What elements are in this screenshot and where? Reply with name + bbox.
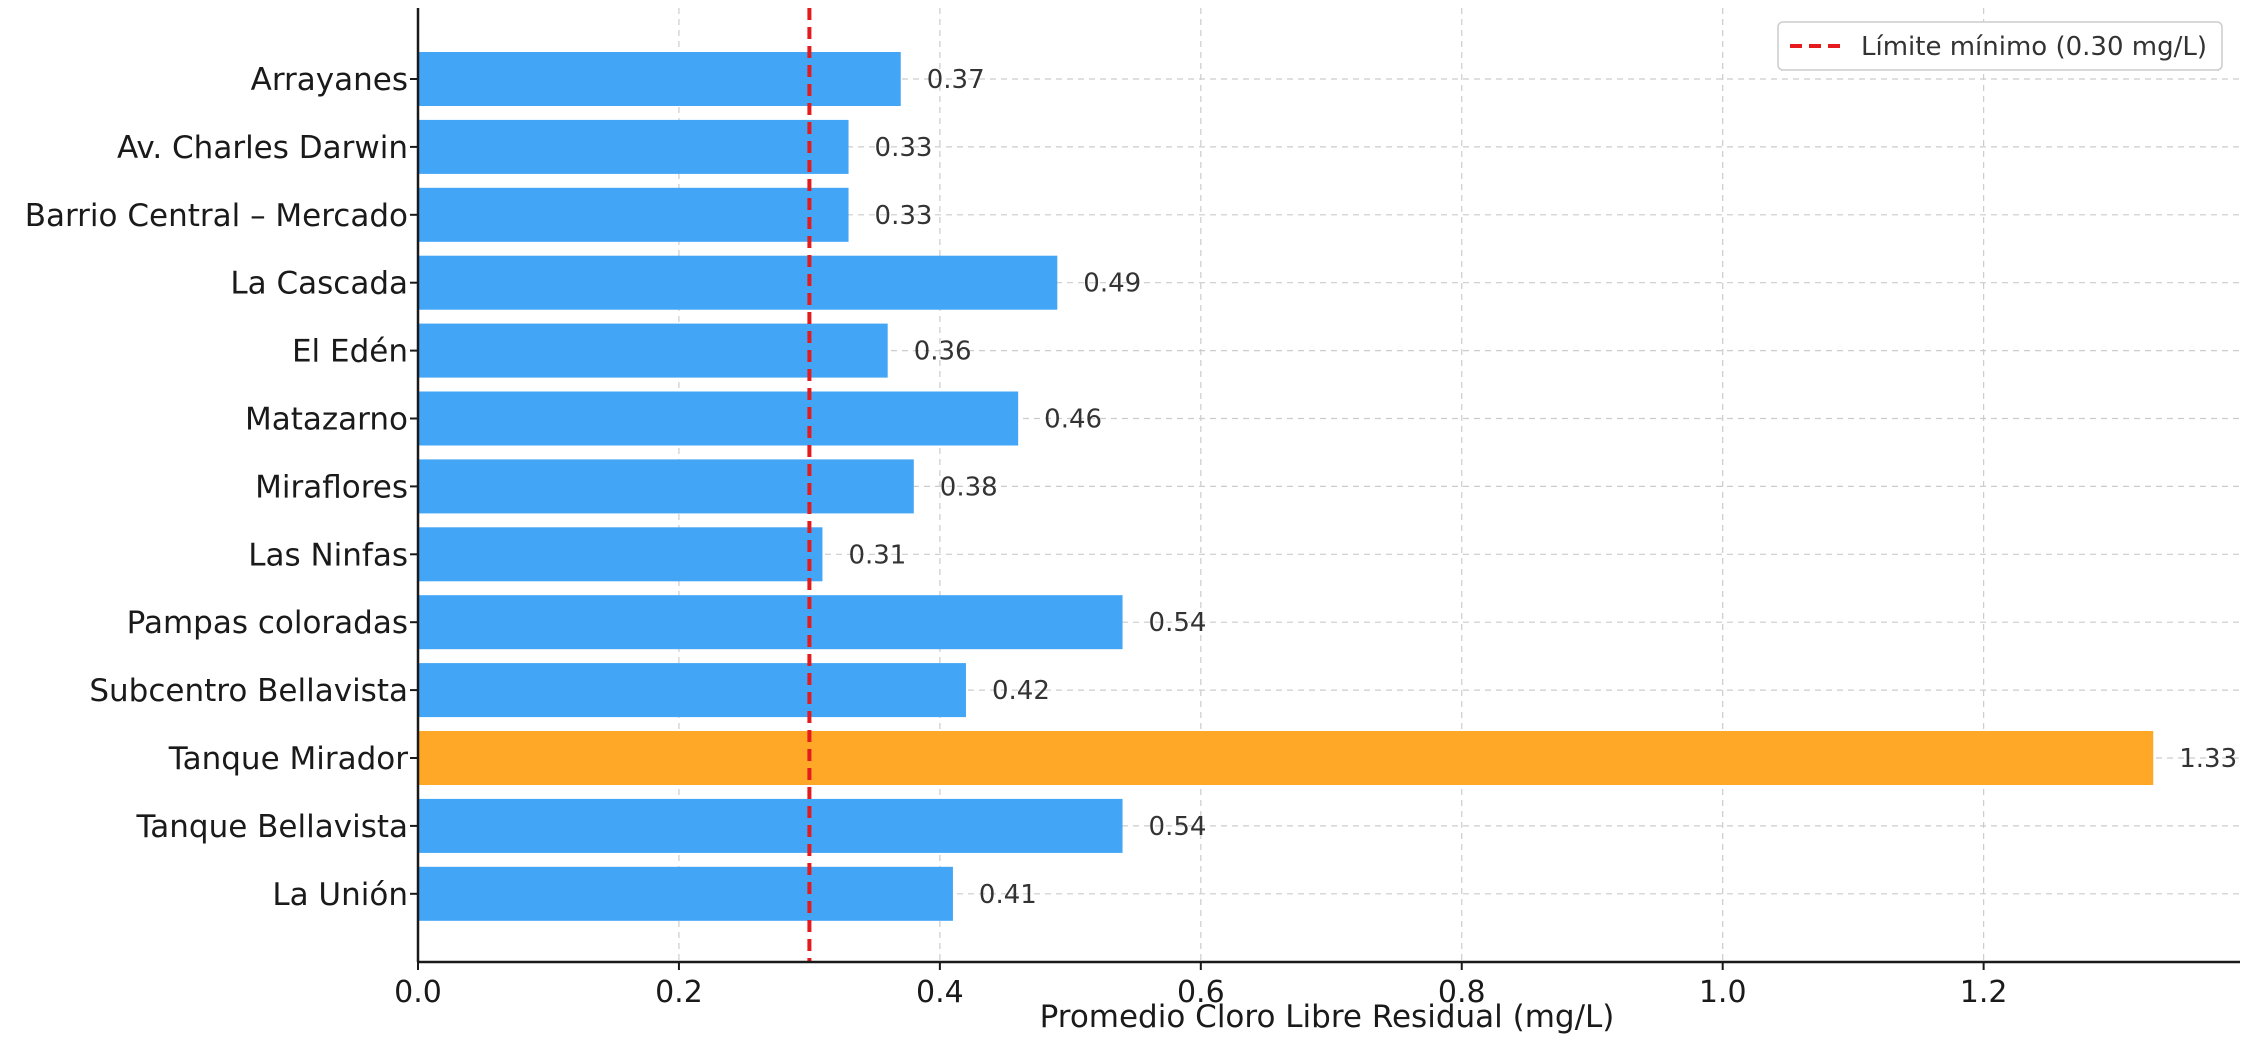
category-label: Av. Charles Darwin <box>117 130 408 166</box>
category-label: La Unión <box>272 877 408 913</box>
x-tick-label: 1.2 <box>1960 975 2008 1010</box>
x-axis-title: Promedio Cloro Libre Residual (mg/L) <box>1040 999 1615 1035</box>
category-label: Barrio Central – Mercado <box>25 198 408 234</box>
bar <box>418 595 1123 650</box>
data-label: 0.49 <box>1083 269 1141 299</box>
data-label: 0.54 <box>1149 812 1207 842</box>
category-label: Las Ninfas <box>248 537 408 573</box>
bar-layer <box>418 52 2154 921</box>
bar <box>418 663 966 718</box>
axis-layer <box>416 8 2240 964</box>
data-label: 0.33 <box>875 201 933 231</box>
bar <box>418 798 1123 853</box>
legend-label: Límite mínimo (0.30 mg/L) <box>1861 32 2207 62</box>
bar <box>418 323 888 378</box>
data-label: 0.36 <box>914 337 972 367</box>
bar <box>418 527 823 582</box>
bar <box>418 391 1019 446</box>
bar <box>418 459 914 514</box>
bar <box>418 187 849 242</box>
category-label: Pampas coloradas <box>127 605 408 641</box>
category-label: Tanque Mirador <box>168 741 408 777</box>
label-layer: 0.0 0.2 0.4 0.6 0.8 1.0 1.2 Arrayanes 0.37 Av. Ch… <box>25 62 2237 1010</box>
data-label: 0.41 <box>979 880 1037 910</box>
x-tick-label: 0.4 <box>916 975 964 1010</box>
category-label: Matazarno <box>245 402 408 438</box>
data-label: 0.46 <box>1044 405 1102 435</box>
data-label: 0.54 <box>1149 608 1207 638</box>
category-label: Miraflores <box>255 469 408 505</box>
category-label: Tanque Bellavista <box>135 809 408 845</box>
bar <box>418 255 1058 310</box>
grid-layer <box>417 8 2240 962</box>
bar <box>418 731 2154 785</box>
bar <box>418 52 901 106</box>
category-label: Subcentro Bellavista <box>89 673 408 709</box>
legend: Límite mínimo (0.30 mg/L) <box>1777 21 2223 71</box>
data-label: 0.42 <box>992 676 1050 706</box>
category-label: El Edén <box>292 334 408 370</box>
category-label: La Cascada <box>230 266 408 302</box>
data-label: 0.37 <box>927 65 985 95</box>
data-label: 0.31 <box>848 540 906 570</box>
data-label: 0.33 <box>875 133 933 163</box>
x-tick-label: 0.2 <box>655 975 703 1010</box>
category-label: Arrayanes <box>251 62 408 98</box>
data-label: 0.38 <box>940 472 998 502</box>
x-tick-label: 0.0 <box>394 975 442 1010</box>
x-tick-label: 0.8 <box>1438 975 1486 1010</box>
bar <box>418 119 849 174</box>
data-label: 1.33 <box>2179 744 2237 774</box>
legend-box <box>1777 21 2223 71</box>
bar <box>418 866 953 921</box>
x-tick-label: 1.0 <box>1699 975 1747 1010</box>
x-tick-label: 0.6 <box>1177 975 1225 1010</box>
